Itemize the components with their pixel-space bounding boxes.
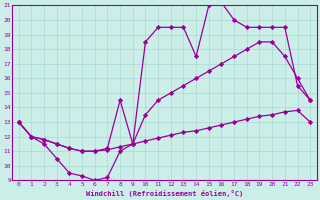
X-axis label: Windchill (Refroidissement éolien,°C): Windchill (Refroidissement éolien,°C) bbox=[86, 190, 243, 197]
